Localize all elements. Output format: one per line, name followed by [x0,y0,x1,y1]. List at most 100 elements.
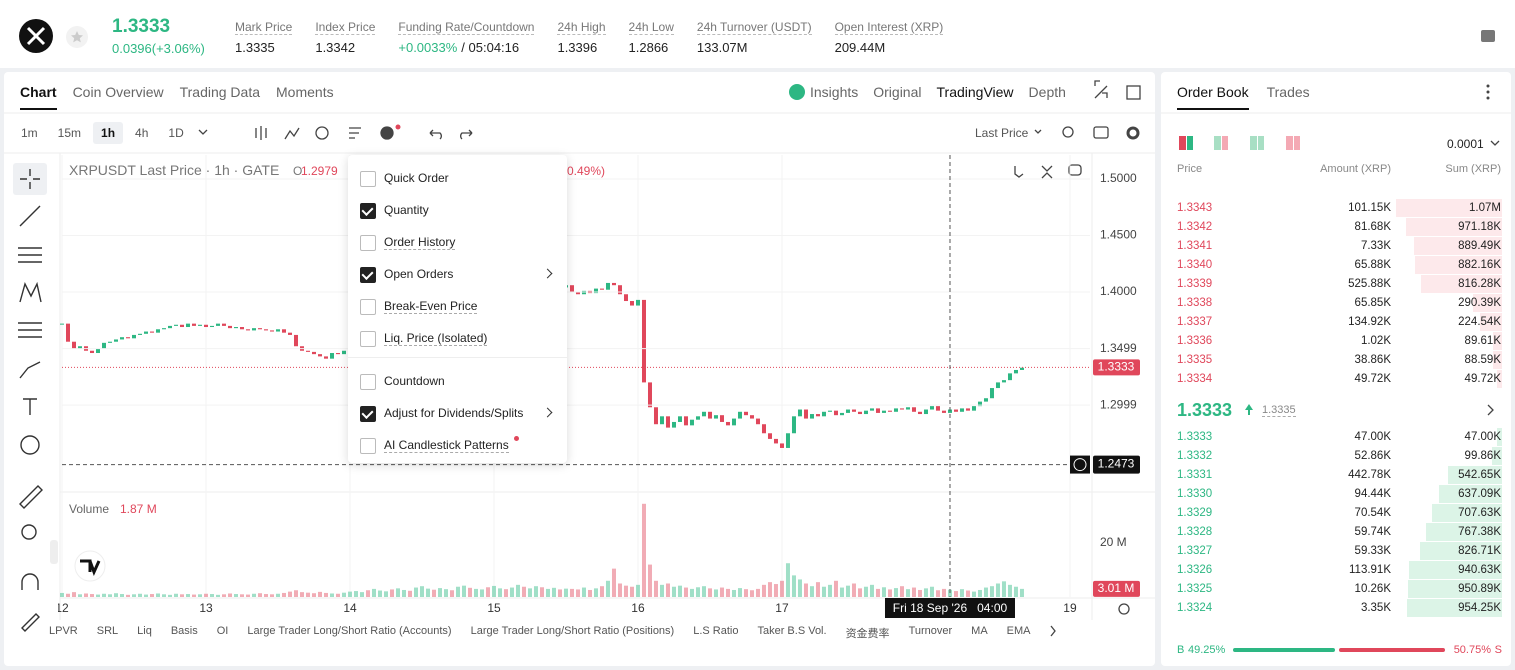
ob-tab[interactable]: Order Book [1177,84,1249,110]
indicators-more[interactable] [1050,625,1056,637]
view-asks[interactable] [1250,136,1257,150]
checkbox[interactable] [360,374,376,390]
tool-emoji[interactable] [20,435,40,455]
chart-btn[interactable] [1014,166,1024,178]
interval[interactable]: 15m [57,126,82,140]
tool-brush[interactable] [19,361,41,379]
ob-price[interactable]: 1.3325 [1177,583,1213,595]
checkbox[interactable] [360,438,376,454]
tool-pencil[interactable] [21,613,40,632]
precision-caret[interactable] [1490,140,1500,146]
window-icon[interactable] [1126,85,1141,100]
menu-item[interactable]: Order History [348,227,567,259]
tool-text[interactable] [23,398,37,415]
interval[interactable]: 1h [93,122,124,144]
menu-item[interactable]: Adjust for Dividends/Splits [348,398,567,430]
ob-price[interactable]: 1.3334 [1177,373,1213,385]
collapse-handle[interactable] [50,540,58,564]
add-icon[interactable] [380,126,394,140]
indicator[interactable]: EMA [1006,625,1031,637]
ob-price[interactable]: 1.3330 [1177,488,1213,500]
indicator[interactable]: Taker B.S Vol. [757,625,827,637]
ob-price[interactable]: 1.3337 [1177,316,1213,328]
menu-item[interactable]: Break-Even Price [348,291,567,323]
ob-price[interactable]: 1.3332 [1177,450,1213,462]
indicator[interactable]: Large Trader Long/Short Ratio (Accounts) [247,625,452,637]
ob-price[interactable]: 1.3329 [1177,507,1213,519]
tool-zoom[interactable] [21,524,37,540]
view-bids[interactable] [1214,136,1221,150]
ob-price[interactable]: 1.3338 [1177,297,1213,309]
checkbox[interactable] [360,203,376,219]
ob-price[interactable]: 1.3341 [1177,240,1213,252]
view-tab[interactable]: Original [873,84,922,100]
checkbox[interactable] [360,331,376,347]
view-asks-only[interactable] [1286,136,1293,150]
tool-line[interactable] [19,205,41,227]
tool-channel[interactable] [18,247,42,263]
interval[interactable]: 1D [168,126,184,140]
refresh-icon[interactable] [315,126,329,140]
menu-item[interactable]: Countdown [348,366,567,398]
checkbox[interactable] [360,171,376,187]
indicator[interactable]: 资金费率 [845,628,890,640]
undo-icon[interactable] [429,129,442,140]
interval-caret[interactable] [198,129,208,135]
crosshair-add[interactable] [1073,458,1087,472]
indicator[interactable]: Liq [137,625,152,637]
price-type-caret[interactable] [1034,129,1042,134]
indicators-icon[interactable] [284,127,300,140]
ob-price[interactable]: 1.3327 [1177,545,1213,557]
indicator[interactable]: L.S Ratio [693,625,739,637]
ob-price[interactable]: 1.3333 [1177,431,1213,443]
ob-tab[interactable]: Trades [1266,84,1310,100]
precision[interactable]: 0.0001 [1447,137,1484,151]
tool-magnet[interactable] [21,573,39,590]
indicator[interactable]: SRL [96,625,119,637]
tab[interactable]: Coin Overview [72,84,164,100]
interval[interactable]: 4h [135,126,149,140]
ob-price[interactable]: 1.3328 [1177,526,1213,538]
fullscreen-icon[interactable] [1094,80,1108,99]
ob-price[interactable]: 1.3342 [1177,221,1213,233]
view-both[interactable] [1179,136,1186,150]
view-tab[interactable]: Insights [810,84,859,100]
indicator[interactable]: MA [971,625,988,637]
checkbox[interactable] [360,406,376,422]
redo-icon[interactable] [460,129,473,140]
ob-price[interactable]: 1.3331 [1177,469,1213,481]
view-tab[interactable]: Depth [1028,84,1066,100]
tab[interactable]: Chart [20,84,57,110]
checkbox[interactable] [360,235,376,251]
indicator[interactable]: Turnover [908,625,953,637]
axis-settings[interactable] [1118,603,1130,615]
indicator[interactable]: LPVR [49,625,78,637]
menu-item[interactable]: AI Candlestick Patterns [348,430,567,462]
price-type[interactable]: Last Price [975,126,1029,140]
tool-crosshair[interactable] [20,169,40,189]
ob-price[interactable]: 1.3343 [1177,202,1213,214]
ob-price[interactable]: 1.3336 [1177,335,1213,347]
tool-ruler[interactable] [19,485,43,509]
candle-type-icon[interactable] [255,126,267,140]
tool-fib[interactable] [18,322,42,338]
indicator[interactable]: Basis [170,625,198,637]
checkbox[interactable] [360,267,376,283]
mid-arrow[interactable] [1487,404,1494,416]
camera-icon[interactable] [1093,126,1109,139]
tab[interactable]: Trading Data [179,84,261,100]
chart-btn[interactable] [1068,164,1082,176]
search-icon[interactable] [1062,126,1074,138]
interval[interactable]: 1m [21,126,38,140]
menu-item[interactable]: Quick Order [348,163,567,195]
header-icon[interactable] [1481,30,1495,42]
chart-btn[interactable] [1041,165,1053,179]
menu-item[interactable]: Quantity [348,195,567,227]
ob-price[interactable]: 1.3324 [1177,602,1213,614]
menu-item[interactable]: Liq. Price (Isolated) [348,323,567,355]
indicator[interactable]: Large Trader Long/Short Ratio (Positions… [470,625,675,637]
view-tab[interactable]: TradingView [936,84,1014,100]
menu-item[interactable]: Open Orders [348,259,567,291]
ob-price[interactable]: 1.3339 [1177,278,1213,290]
ob-price[interactable]: 1.3335 [1177,354,1213,366]
